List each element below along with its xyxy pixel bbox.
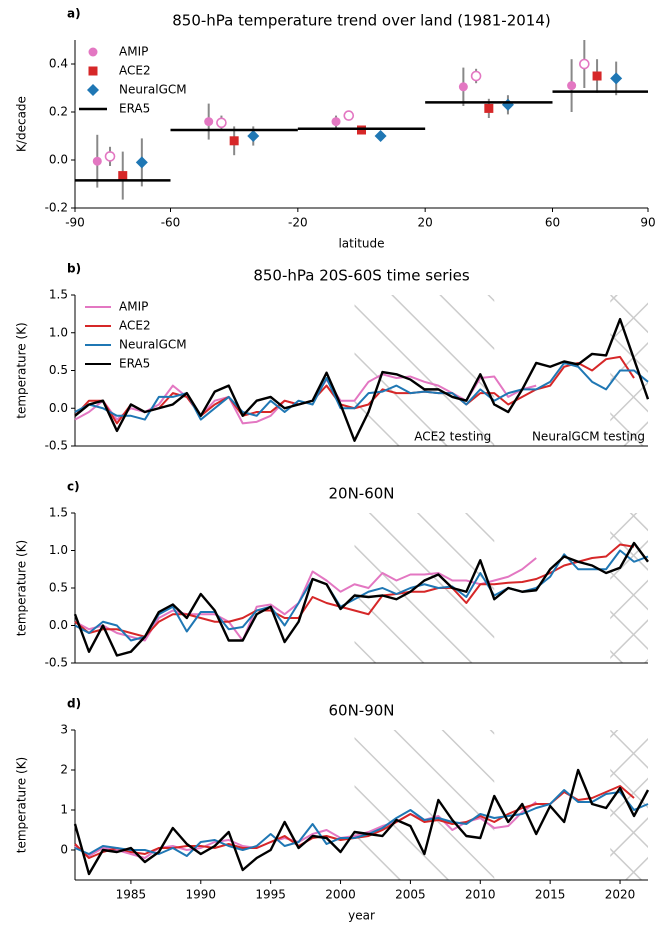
x-tick-label: 20 <box>418 216 433 230</box>
x-tick-label: 2000 <box>325 888 356 902</box>
y-tick-label: 1 <box>60 803 68 817</box>
legend-label: ACE2 <box>119 319 151 333</box>
y-axis-label: temperature (K) <box>15 757 29 853</box>
y-axis-label: temperature (K) <box>15 540 29 636</box>
y-tick-label: 0 <box>60 843 68 857</box>
x-tick-label: 2020 <box>605 888 636 902</box>
legend-label: NeuralGCM <box>119 338 187 352</box>
testing-period <box>610 513 648 663</box>
y-tick-label: 1.0 <box>49 325 68 339</box>
marker <box>135 156 148 169</box>
marker <box>567 81 577 91</box>
marker <box>229 136 239 146</box>
x-tick-label: -60 <box>161 216 181 230</box>
series-line <box>73 541 649 657</box>
y-tick-label: 0.5 <box>49 363 68 377</box>
x-axis-label: latitude <box>338 237 384 251</box>
y-tick-label: 0.0 <box>49 401 68 415</box>
series-line <box>74 785 635 859</box>
marker <box>204 117 214 127</box>
y-tick-label: -0.2 <box>45 201 68 215</box>
marker <box>501 98 514 111</box>
series-line <box>74 789 649 857</box>
marker <box>343 110 355 121</box>
x-tick-label: 2015 <box>535 888 566 902</box>
y-tick-label: 1.0 <box>49 543 68 557</box>
x-tick-label: 1995 <box>255 888 286 902</box>
marker <box>470 70 482 82</box>
marker <box>610 72 623 85</box>
panel-label: c) <box>67 480 80 494</box>
marker <box>458 82 468 92</box>
panel-label: b) <box>67 262 81 276</box>
chart-title: 850-hPa 20S-60S time series <box>253 267 470 285</box>
y-tick-label: 1.5 <box>49 288 68 302</box>
legend-label: ERA5 <box>119 357 150 371</box>
y-tick-label: 0.0 <box>49 153 68 167</box>
y-tick-label: 0.5 <box>49 581 68 595</box>
x-tick-label: 1990 <box>186 888 217 902</box>
legend-swatch <box>88 66 98 76</box>
series-line <box>73 768 650 876</box>
y-axis-label: temperature (K) <box>15 322 29 418</box>
series-line <box>74 317 650 442</box>
marker <box>104 151 116 162</box>
legend-label: NeuralGCM <box>119 83 187 97</box>
y-tick-label: 0.0 <box>49 618 68 632</box>
y-axis-label: K/decade <box>15 96 29 152</box>
x-tick-label: 2005 <box>395 888 426 902</box>
y-tick-label: 1.5 <box>49 506 68 520</box>
legend-label: AMIP <box>119 45 148 59</box>
y-tick-label: -0.5 <box>45 439 68 453</box>
x-tick-label: -90 <box>65 216 85 230</box>
x-tick-label: 60 <box>545 216 560 230</box>
y-tick-label: 0.4 <box>49 57 68 71</box>
y-tick-label: 2 <box>60 763 68 777</box>
y-tick-label: -0.5 <box>45 656 68 670</box>
y-tick-label: 0.2 <box>49 105 68 119</box>
marker <box>484 103 494 113</box>
marker <box>331 117 341 127</box>
x-tick-label: 90 <box>640 216 655 230</box>
series-line <box>74 543 635 638</box>
panel-label: d) <box>67 697 81 711</box>
testing-period-label: ACE2 testing <box>414 430 491 444</box>
testing-period-label: NeuralGCM testing <box>532 430 645 444</box>
x-tick-label: -20 <box>288 216 308 230</box>
legend-swatch <box>88 47 98 57</box>
legend-swatch <box>87 84 99 96</box>
legend-label: ACE2 <box>119 64 151 78</box>
x-tick-label: 2010 <box>465 888 496 902</box>
legend-label: AMIP <box>119 300 148 314</box>
testing-period <box>354 295 495 446</box>
chart-title: 20N-60N <box>328 485 394 503</box>
x-tick-label: 1985 <box>116 888 147 902</box>
marker <box>216 117 227 129</box>
chart-title: 850-hPa temperature trend over land (198… <box>172 12 551 30</box>
legend-label: ERA5 <box>119 102 150 116</box>
testing-period <box>354 513 495 663</box>
panel-label: a) <box>67 7 81 21</box>
x-axis-label: year <box>348 909 375 923</box>
marker <box>374 130 387 142</box>
marker <box>247 130 260 142</box>
marker <box>92 156 102 166</box>
marker <box>118 171 128 181</box>
marker <box>579 58 590 70</box>
chart-title: 60N-90N <box>328 702 394 720</box>
y-tick-label: 3 <box>60 723 68 737</box>
series-line <box>74 361 649 421</box>
marker <box>592 71 602 81</box>
testing-period <box>354 730 495 880</box>
